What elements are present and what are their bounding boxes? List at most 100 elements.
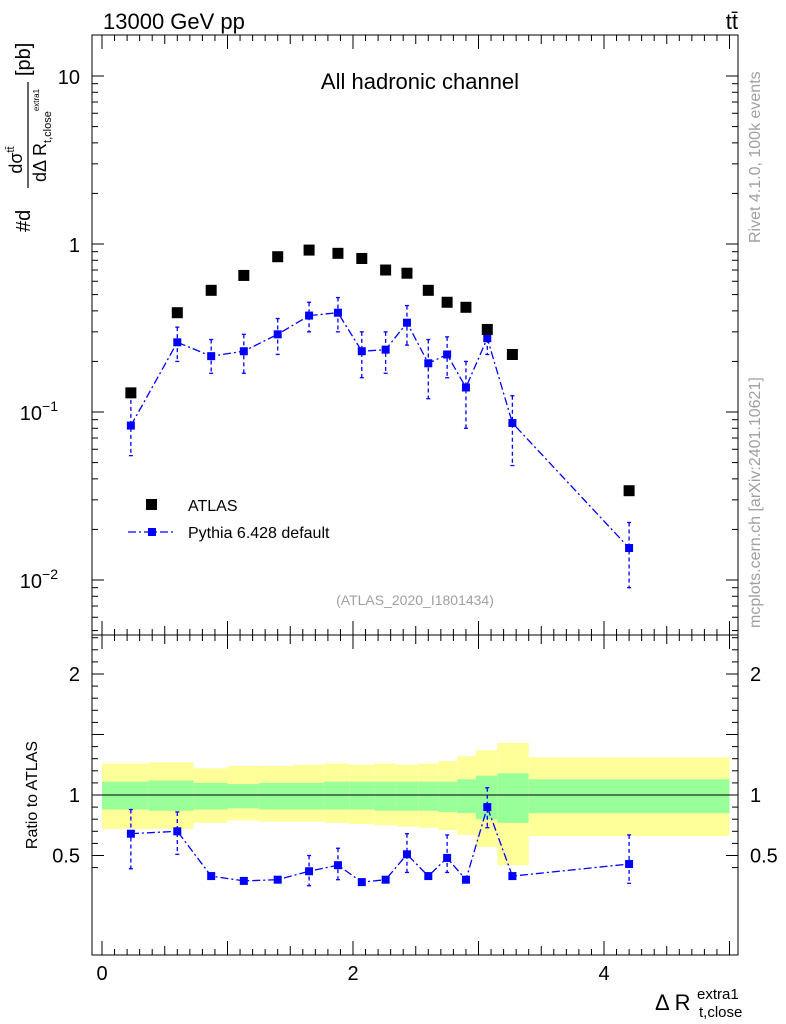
- header-process-label: tt̄: [726, 9, 738, 34]
- atlas-point: [422, 284, 434, 296]
- atlas-point: [401, 267, 413, 279]
- atlas-point: [481, 323, 493, 335]
- main-y-axis-label: #d dσtt̄ dΔ Rt,closeextra1 [pb]: [5, 43, 54, 232]
- ratio-point: [483, 803, 492, 812]
- ratio-point: [239, 876, 248, 885]
- ratio-axis-ticks: 0 2 4 0.5 0.5 1 1 2 2: [52, 635, 778, 985]
- ratio-point: [381, 875, 390, 884]
- ratio-y-tick-label-right: 0.5: [750, 846, 778, 868]
- main-axis-ticks: 10−2 10−1 1 10: [20, 35, 738, 635]
- main-panel: 10−2 10−1 1 10 All hadronic channel (ATLAS_…: [5, 34, 739, 636]
- atlas-point: [205, 284, 217, 296]
- pythia-point: [424, 359, 433, 368]
- pythia-point: [508, 419, 517, 428]
- ratio-inner-band: [418, 781, 439, 811]
- pythia-point: [357, 347, 366, 356]
- ratio-inner-band: [457, 779, 476, 814]
- legend-pythia-marker: [148, 528, 156, 536]
- pythia-series-line: [130, 312, 630, 549]
- ratio-y-tick-label: 1: [69, 785, 80, 807]
- ratio-x-tick-label: 4: [598, 963, 609, 985]
- main-y-tick-label: 10−2: [20, 566, 58, 593]
- pythia-point: [625, 544, 634, 553]
- mcplots-label: mcplots.cern.ch [arXiv:2401.10621]: [747, 377, 764, 628]
- svg-text:dΔ Rt,closeextra1: dΔ Rt,closeextra1: [30, 88, 54, 182]
- pythia-point: [333, 308, 342, 317]
- atlas-point: [623, 485, 635, 497]
- header-energy-label: 13000 GeV pp: [103, 9, 245, 34]
- ratio-inner-band: [258, 782, 295, 810]
- ratio-x-tick-label: 2: [347, 963, 358, 985]
- svg-text:extra1: extra1: [697, 986, 739, 1003]
- ratio-point: [508, 872, 517, 881]
- ratio-y-tick-label-right: 2: [750, 664, 761, 686]
- ratio-inner-band: [349, 781, 375, 810]
- legend-atlas-marker: [146, 499, 157, 510]
- pythia-point: [126, 421, 135, 430]
- pythia-point: [402, 318, 411, 327]
- main-y-tick-label: 10: [58, 67, 80, 89]
- ratio-panel: 0 2 4 0.5 0.5 1 1 2 2 Ratio to ATLAS Δ R t,close…: [24, 634, 778, 1021]
- ratio-point: [357, 878, 366, 887]
- ratio-inner-band: [497, 773, 529, 823]
- atlas-point: [238, 269, 250, 281]
- ratio-point: [625, 859, 634, 868]
- ratio-point: [126, 829, 135, 838]
- ratio-point: [207, 872, 216, 881]
- pythia-point: [443, 350, 452, 359]
- legend-atlas-label: ATLAS: [188, 498, 238, 515]
- ratio-point: [305, 867, 314, 876]
- pythia-point: [207, 352, 216, 361]
- legend-pythia-label: Pythia 6.428 default: [188, 525, 330, 542]
- svg-text:Δ R: Δ R: [655, 990, 690, 1015]
- ratio-point: [402, 850, 411, 859]
- atlas-point: [272, 251, 284, 263]
- atlas-point: [332, 247, 344, 259]
- main-y-tick-label: 1: [69, 235, 80, 257]
- pythia-point: [305, 311, 314, 320]
- pythia-point: [239, 347, 248, 356]
- pythia-point: [483, 334, 492, 343]
- ratio-y-tick-label: 0.5: [52, 846, 80, 868]
- ratio-point: [173, 827, 182, 836]
- ratio-point: [443, 853, 452, 862]
- ratio-inner-band: [227, 784, 259, 809]
- ratio-x-tick-label: 0: [96, 963, 107, 985]
- svg-text:[pb]: [pb]: [13, 43, 35, 76]
- ratio-point: [333, 861, 342, 870]
- ratio-uncertainty-bands: [102, 742, 730, 866]
- pythia-point: [381, 345, 390, 354]
- ratio-inner-band: [374, 781, 397, 811]
- rivet-version-label: Rivet 4.1.0, 100k events: [747, 71, 764, 243]
- atlas-point: [171, 307, 183, 319]
- atlas-point: [356, 252, 368, 264]
- pythia-point: [273, 330, 282, 339]
- pythia-point: [461, 383, 470, 392]
- svg-text:#d: #d: [13, 210, 35, 232]
- ratio-inner-band: [438, 781, 458, 812]
- atlas-point: [380, 264, 392, 276]
- atlas-point: [460, 301, 472, 313]
- x-axis-label: Δ R t,close extra1: [655, 986, 742, 1021]
- ratio-inner-band: [102, 781, 149, 810]
- ratio-inner-band: [324, 781, 350, 810]
- ratio-y-tick-label-right: 1: [750, 785, 761, 807]
- legend: ATLAS Pythia 6.428 default: [128, 498, 330, 542]
- ratio-data-marks: [126, 787, 634, 887]
- atlas-point: [441, 296, 453, 308]
- ratio-series-group: [126, 787, 634, 887]
- main-y-tick-label: 10−1: [20, 398, 58, 425]
- analysis-watermark: (ATLAS_2020_I1801434): [336, 592, 494, 608]
- ratio-series-line: [130, 805, 630, 883]
- main-panel-frame: [91, 34, 739, 636]
- ratio-point: [424, 872, 433, 881]
- ratio-y-tick-label: 2: [69, 664, 80, 686]
- ratio-inner-band: [148, 780, 194, 811]
- atlas-point: [303, 244, 315, 256]
- pythia-point: [173, 338, 182, 347]
- main-data-marks: [125, 244, 635, 589]
- svg-text:t,close: t,close: [699, 1004, 742, 1021]
- ratio-y-axis-label: Ratio to ATLAS: [24, 741, 41, 849]
- ratio-inner-band: [193, 782, 228, 810]
